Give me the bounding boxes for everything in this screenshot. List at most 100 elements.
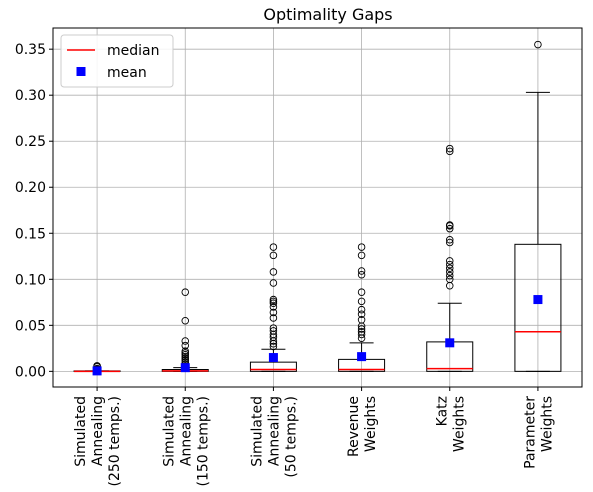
outlier-point [181,351,189,359]
y-tick-label: 0.30 [15,88,46,104]
x-tick-label: RevenueWeights [346,396,379,457]
box-group [249,243,297,372]
legend: median mean [60,34,174,88]
y-tick-label: 0.15 [15,226,46,242]
outlier-point [269,324,278,332]
x-tick-label-line: Annealing [266,396,282,466]
legend-median-label: median [107,43,159,59]
y-tick-label: 0.10 [15,272,46,288]
outlier-point [534,40,542,49]
x-tick-label: SimulatedAnnealing(150 temps.) [161,396,211,486]
x-tick-label: SimulatedAnnealing(250 temps.) [73,396,123,486]
x-axis: SimulatedAnnealing(250 temps.) SimulatedA… [73,387,555,486]
outlier-point [446,271,454,280]
boxes [73,40,562,376]
x-tick-label-line: Simulated [73,396,89,467]
x-tick-label-line: (250 temps.) [107,396,123,486]
x-tick-label: KatzWeights [434,396,467,452]
outlier-point [357,328,366,336]
x-tick-label: ParameterWeights [522,396,555,469]
outlier-point [446,144,454,153]
outlier-point [181,341,189,350]
y-tick-label: 0.35 [15,42,46,58]
outlier-point [357,325,366,333]
legend-mean-marker [76,67,86,76]
mean-marker [357,352,367,362]
outlier-point [181,349,189,357]
outlier-point [269,308,278,317]
outlier-point [269,299,278,307]
x-tick-label-line: Annealing [178,396,194,466]
iqr-box [249,361,297,372]
outlier-point [269,342,278,351]
box-group [161,288,209,373]
outlier-point [181,354,189,363]
outlier-point [269,295,278,304]
outlier-point [357,270,366,279]
legend-mean-label: mean [107,65,147,81]
outlier-point [181,337,189,345]
x-tick-label-line: Parameter [522,396,538,469]
outlier-point [269,279,278,287]
outlier-point [357,251,366,260]
mean-marker [268,353,278,363]
outlier-point [446,221,454,229]
outlier-point [357,330,366,339]
outlier-point [357,297,366,306]
x-tick-label-line: Weights [363,396,379,452]
y-tick-label: 0.00 [15,364,46,380]
outlier-point [269,303,278,311]
x-tick-label-line: Simulated [249,396,265,467]
x-tick-label-line: (50 temps.) [283,396,299,478]
outlier-point [269,327,278,335]
outlier-point [269,268,278,276]
x-tick-label-line: Annealing [90,396,106,466]
outlier-point [181,347,189,355]
outlier-point [357,288,366,296]
outlier-point [269,297,278,306]
mean-marker [180,363,190,373]
y-tick-label: 0.25 [15,134,46,150]
outlier-point [446,275,454,284]
outlier-point [269,314,278,322]
outlier-point [269,243,278,251]
legend-box [60,34,174,88]
mean-marker [92,366,102,376]
x-tick-label-line: Simulated [161,396,177,467]
outlier-point [446,147,454,156]
outlier-point [446,264,454,273]
x-tick-label-line: Revenue [346,396,362,457]
outlier-point [357,310,366,319]
outlier-point [181,352,189,361]
outlier-point [446,224,454,233]
outlier-point [357,305,366,314]
mean-marker [533,295,543,305]
x-tick-label: SimulatedAnnealing(50 temps.) [249,396,299,478]
outlier-point [181,288,189,296]
box-group [426,144,474,372]
mean-marker [445,338,455,348]
outlier-point [446,235,454,244]
iqr-box [514,243,562,372]
outlier-point [269,251,278,260]
chart-title: Optimality Gaps [263,5,392,24]
outlier-point [446,260,454,269]
box-group [338,243,386,372]
x-tick-label-line: Weights [451,396,467,452]
y-tick-label: 0.20 [15,180,46,196]
x-tick-label-line: (150 temps.) [195,396,211,486]
x-tick-label-line: Katz [434,396,450,426]
outlier-point [357,267,366,275]
y-axis: 0.00 0.05 0.10 0.15 0.20 0.25 0.30 0.35 [15,42,53,380]
box-group [73,362,121,376]
x-tick-label-line: Weights [539,396,555,452]
plot-frame [52,27,583,388]
outlier-point [446,268,454,276]
outlier-point [357,243,366,251]
box-group [514,40,562,372]
outlier-point [446,257,454,265]
outlier-point [446,238,454,247]
outlier-point [357,316,366,324]
outlier-point [181,316,189,325]
